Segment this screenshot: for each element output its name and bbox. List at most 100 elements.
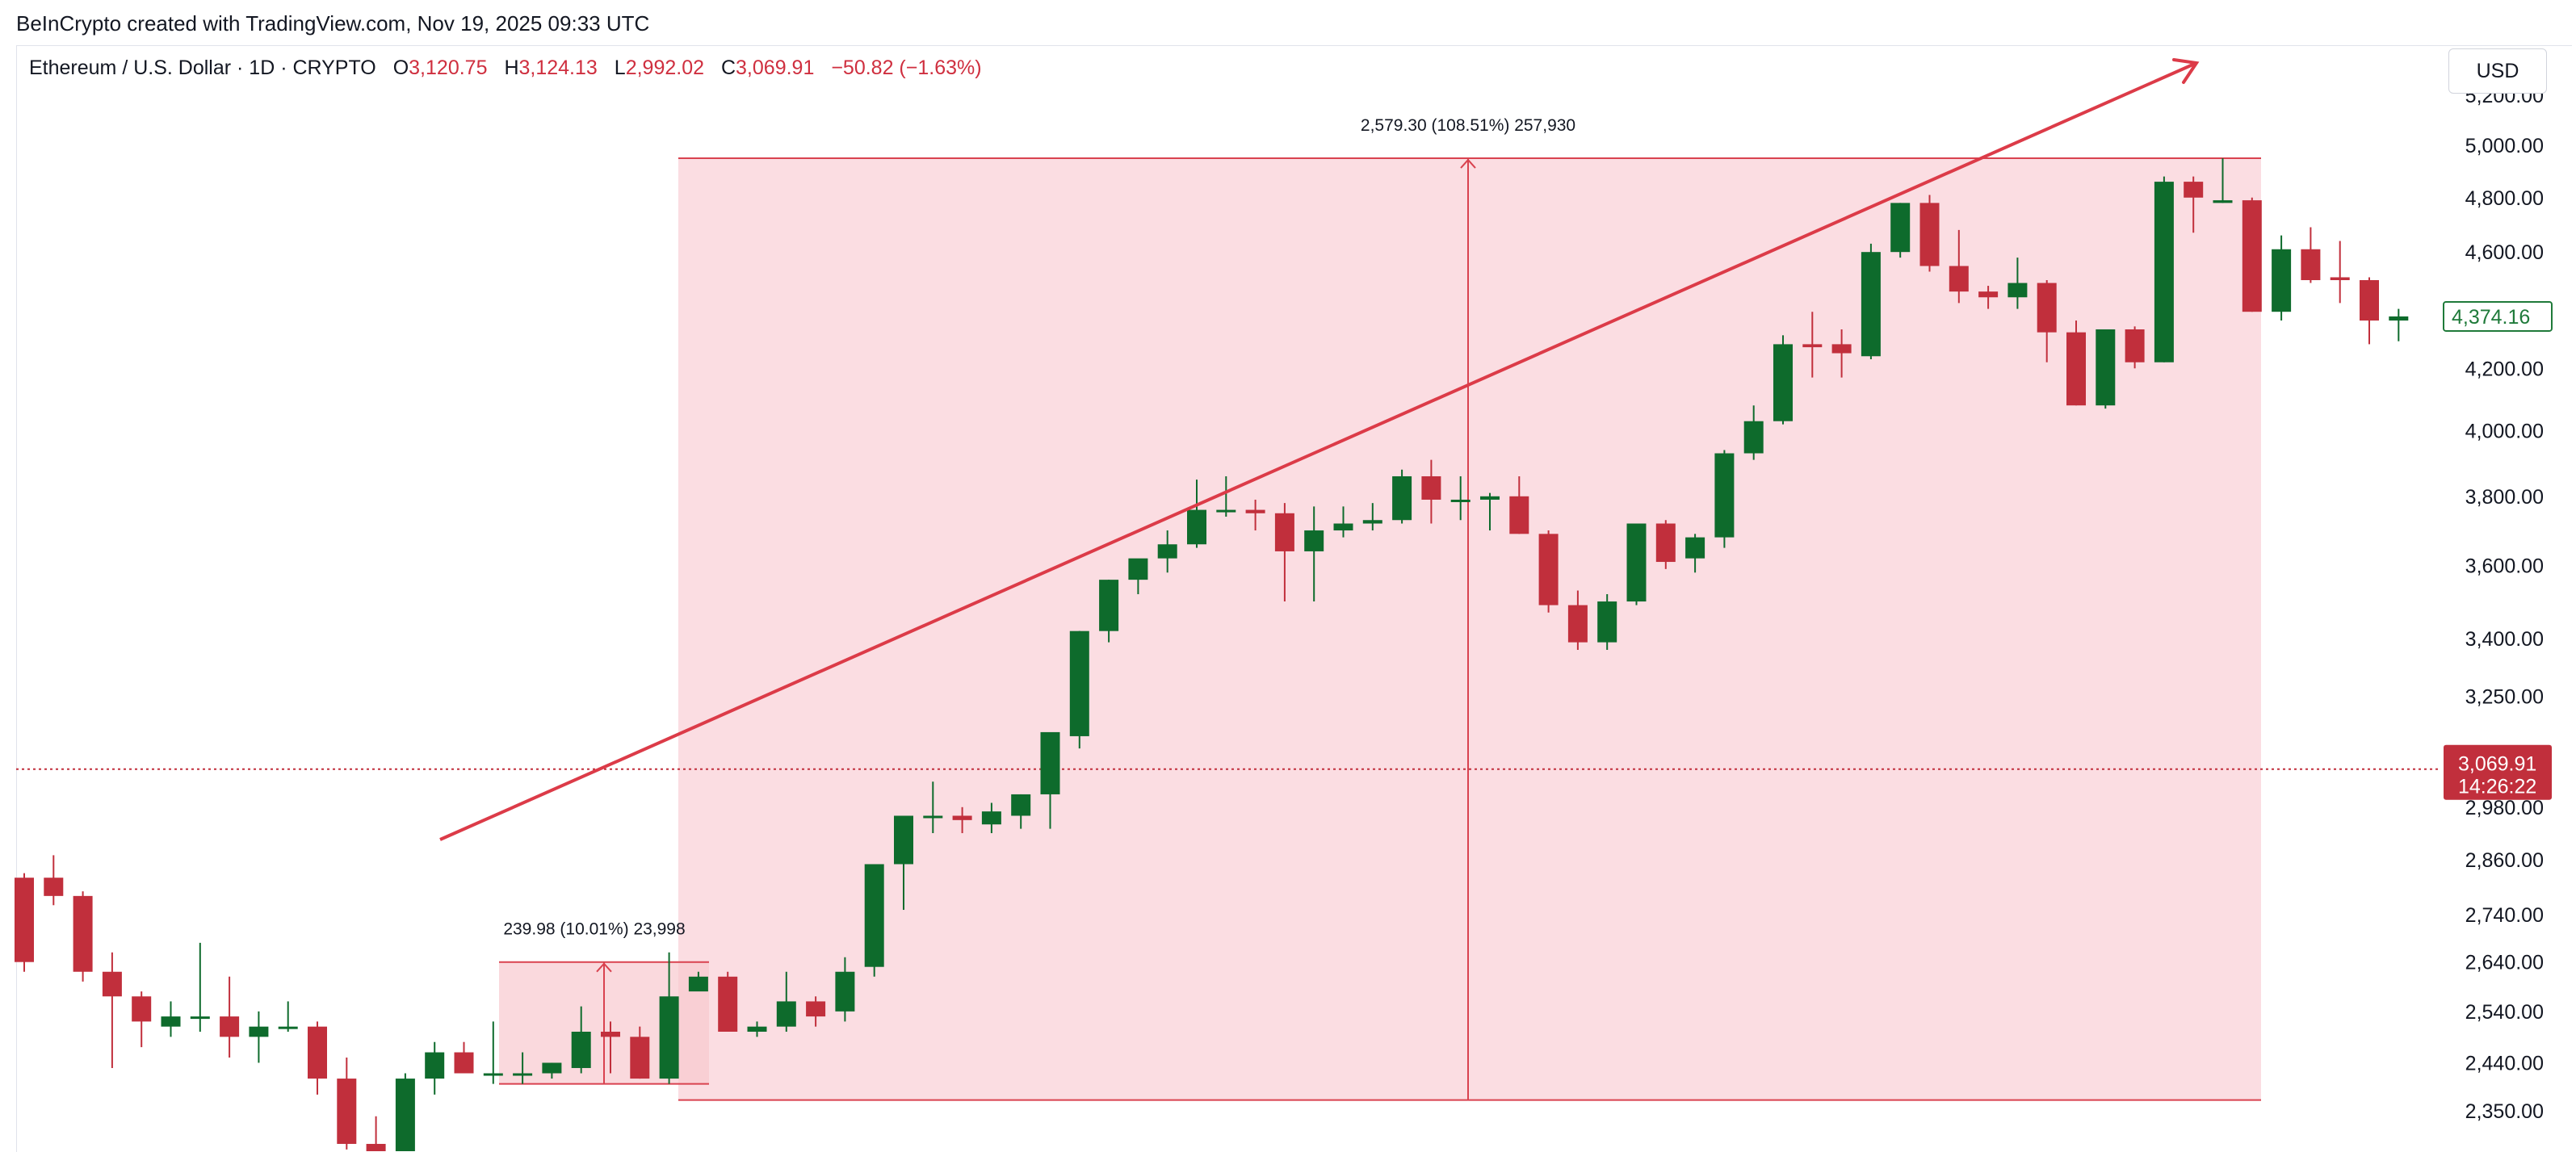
candle[interactable] — [1626, 523, 1647, 605]
candle[interactable] — [571, 1006, 591, 1074]
candle[interactable] — [2066, 320, 2086, 406]
candle[interactable] — [2272, 235, 2292, 321]
candle[interactable] — [1831, 329, 1852, 378]
candle[interactable] — [102, 952, 122, 1068]
candle[interactable] — [1743, 405, 1764, 460]
candle[interactable] — [1187, 480, 1206, 548]
candle[interactable] — [2330, 241, 2350, 304]
candle[interactable] — [1655, 520, 1676, 569]
candle[interactable] — [1099, 580, 1119, 643]
candle[interactable] — [1890, 203, 1911, 258]
trendline[interactable] — [439, 61, 2197, 841]
price-tick-label: 3,600.00 — [2465, 555, 2544, 577]
candle[interactable] — [806, 996, 826, 1027]
candle[interactable] — [513, 1052, 533, 1084]
candle[interactable] — [2125, 326, 2145, 369]
candle[interactable] — [894, 815, 913, 911]
candle[interactable] — [132, 991, 152, 1048]
candle[interactable] — [2242, 197, 2262, 312]
candle[interactable] — [1128, 558, 1148, 595]
candle[interactable] — [1157, 530, 1177, 573]
candle[interactable] — [1773, 335, 1793, 425]
candle[interactable] — [659, 952, 679, 1084]
candle-body-up — [1333, 523, 1353, 531]
candle-body-down — [454, 1052, 474, 1074]
candle-body-down — [1274, 513, 1294, 551]
candle[interactable] — [1450, 475, 1471, 521]
candle[interactable] — [249, 1011, 269, 1063]
candle[interactable] — [15, 873, 34, 972]
candle[interactable] — [1011, 794, 1031, 829]
candle[interactable] — [1245, 499, 1265, 531]
candle[interactable] — [1685, 534, 1705, 573]
candle[interactable] — [2037, 280, 2057, 362]
candle[interactable] — [1919, 195, 1940, 272]
candle[interactable] — [44, 855, 64, 906]
candle[interactable] — [1509, 475, 1529, 534]
big-range-zone[interactable] — [678, 158, 2261, 1100]
candle[interactable] — [1304, 506, 1324, 602]
candle[interactable] — [454, 1041, 474, 1074]
candle[interactable] — [1597, 594, 1617, 651]
candle[interactable] — [2184, 176, 2204, 233]
candle[interactable] — [483, 1021, 503, 1084]
candle-body-up — [278, 1026, 298, 1029]
candle[interactable] — [1274, 503, 1294, 602]
candle[interactable] — [425, 1041, 445, 1095]
candle[interactable] — [923, 781, 943, 834]
candle[interactable] — [2389, 308, 2409, 341]
candle[interactable] — [542, 1062, 562, 1079]
candle[interactable] — [2154, 176, 2174, 362]
candle[interactable] — [864, 864, 884, 977]
candle[interactable] — [1978, 286, 1999, 309]
candle[interactable] — [1861, 243, 1881, 360]
candle[interactable] — [1216, 475, 1236, 517]
candle[interactable] — [1949, 229, 1969, 304]
candle[interactable] — [278, 1001, 298, 1032]
candle-body-up — [2389, 316, 2409, 321]
candle[interactable] — [2008, 258, 2028, 309]
candle[interactable] — [747, 1021, 767, 1037]
candle[interactable] — [1069, 630, 1089, 749]
candle[interactable] — [1714, 450, 1735, 548]
candle[interactable] — [308, 1021, 327, 1095]
candle[interactable] — [1362, 503, 1382, 531]
candle[interactable] — [952, 806, 972, 834]
candle[interactable] — [1421, 459, 1441, 524]
candle[interactable] — [2360, 277, 2379, 345]
candle[interactable] — [190, 942, 210, 1032]
candle[interactable] — [1480, 492, 1500, 531]
candle[interactable] — [1392, 469, 1412, 524]
candle-body-down — [2037, 283, 2057, 333]
price-axis[interactable]: 5,200.005,000.004,800.004,600.004,400.00… — [2465, 85, 2544, 1123]
candle[interactable] — [601, 1021, 620, 1074]
candle[interactable] — [1567, 590, 1588, 651]
candle[interactable] — [2096, 329, 2116, 409]
candle[interactable] — [1802, 312, 1823, 378]
candle[interactable] — [688, 971, 708, 992]
candle[interactable] — [1333, 506, 1353, 538]
candles[interactable] — [15, 158, 2409, 1151]
price-tick-label: 3,250.00 — [2465, 685, 2544, 708]
candle[interactable] — [2213, 158, 2233, 203]
candle[interactable] — [776, 971, 796, 1032]
candle[interactable] — [395, 1073, 415, 1151]
candle[interactable] — [73, 891, 93, 982]
candle[interactable] — [161, 1001, 181, 1037]
candle-body-down — [806, 1001, 826, 1017]
candle[interactable] — [1040, 731, 1060, 829]
candle[interactable] — [835, 957, 855, 1022]
candle-body-down — [2184, 182, 2204, 198]
candle-body-up — [1362, 520, 1382, 524]
currency-button[interactable]: USD — [2448, 48, 2547, 94]
candle[interactable] — [366, 1116, 386, 1151]
candle[interactable] — [220, 976, 240, 1058]
candle[interactable] — [630, 1026, 650, 1079]
candle[interactable] — [2301, 227, 2321, 283]
candle[interactable] — [718, 971, 738, 1032]
trendline-arrow[interactable] — [439, 58, 2200, 841]
candle[interactable] — [981, 802, 1001, 834]
candle[interactable] — [1538, 530, 1559, 613]
candle[interactable] — [337, 1057, 357, 1150]
